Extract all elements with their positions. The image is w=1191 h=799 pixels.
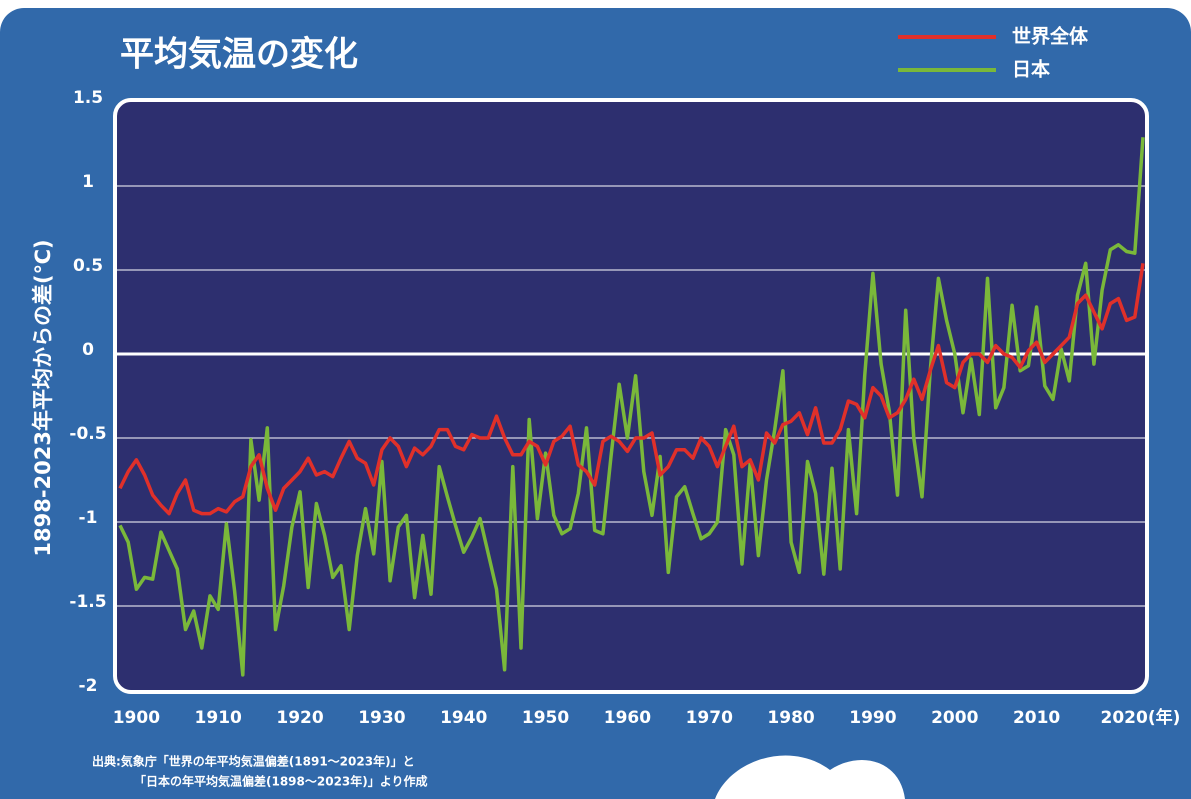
source-note: 「日本の年平均気温偏差(1898〜2023年)」より作成: [134, 774, 428, 789]
plot-area: [113, 98, 1149, 694]
x-tick-label: 1900: [113, 708, 160, 728]
y-tick-label: 0.5: [73, 256, 103, 276]
x-tick-label: 1920: [276, 708, 323, 728]
x-tick-label: 1930: [358, 708, 405, 728]
x-tick-label: 2020(年): [1101, 707, 1181, 728]
legend-label: 世界全体: [1012, 25, 1089, 48]
y-axis-label: 1898-2023年平均からの差(℃): [31, 239, 55, 556]
data-line: [118, 137, 1145, 677]
cloud: [715, 755, 905, 799]
y-tick-label: -0.5: [69, 424, 106, 444]
x-tick-label: 1910: [195, 708, 242, 728]
x-tick-label: 1940: [440, 708, 487, 728]
x-tick-label: 1960: [604, 708, 651, 728]
y-tick-label: 0: [82, 340, 94, 360]
data-line: [118, 263, 1145, 516]
chart-title: 平均気温の変化: [120, 35, 358, 75]
y-tick-label: -2: [79, 676, 98, 696]
x-tick-label: 1990: [849, 708, 896, 728]
x-tick-label: 1950: [522, 708, 569, 728]
legend-label: 日本: [1012, 58, 1050, 81]
y-tick-label: 1: [82, 172, 94, 192]
x-tick-label: 2000: [931, 708, 978, 728]
y-tick-label: 1.5: [73, 88, 103, 108]
x-tick-label: 1970: [686, 708, 733, 728]
source-note: 出典:気象庁「世界の年平均気温偏差(1891〜2023年)」と: [92, 754, 415, 769]
x-tick-label: 2010: [1013, 708, 1060, 728]
y-tick-label: -1.5: [69, 592, 106, 612]
y-tick-label: -1: [79, 508, 98, 528]
x-tick-label: 1980: [767, 708, 814, 728]
